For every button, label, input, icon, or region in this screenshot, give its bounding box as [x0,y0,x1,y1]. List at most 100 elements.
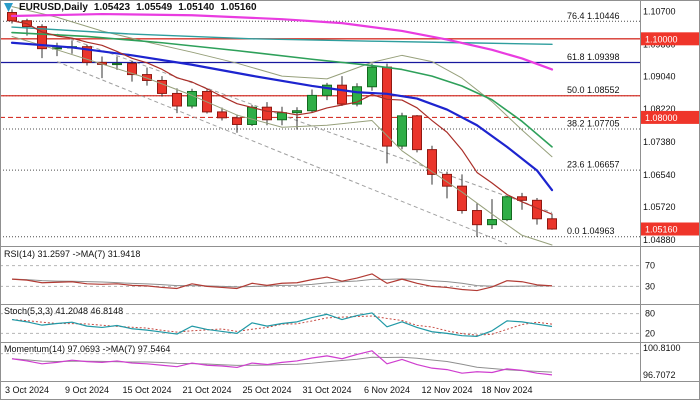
overlay-envelope-lower [11,35,553,246]
price-badge-bg [641,222,699,236]
candle [457,174,467,214]
rsi-ma-line [11,278,553,288]
overlay-ma-green [11,31,553,148]
candle-body [337,84,347,105]
price-badge-bg [641,110,699,124]
price-badge: 1.05160 [641,222,699,236]
date-label: 25 Oct 2024 [242,385,291,395]
candle [232,114,242,133]
candle [142,67,152,86]
candle [127,60,137,82]
candle-body [262,106,272,121]
price-badge-label: 1.05160 [645,224,678,234]
chart-icon [4,3,13,12]
candle-body [217,111,227,119]
date-label: 6 Nov 2024 [364,385,410,395]
candle [172,88,182,114]
price-badge-label: 1.08000 [645,113,678,123]
date-label: 3 Oct 2024 [5,385,49,395]
quote-open: 1.05423 [93,2,131,13]
rsi-label: RSI(14) 31.2597 ->MA(7) 31.9418 [4,249,141,259]
candle [307,89,317,113]
candle-body [307,94,317,112]
candle-body [427,149,437,175]
candle-body [472,210,482,226]
candle [187,88,197,109]
date-label: 21 Oct 2024 [182,385,231,395]
candle [412,115,422,153]
stoch-label: Stoch(5,3,3) 41.2048 46.8148 [4,306,124,316]
fib-label: 23.6 1.06657 [567,160,620,170]
candle [367,63,377,91]
candle-body [382,66,392,147]
price-badge-bg [641,32,699,46]
rsi-line [11,273,553,292]
candle-body [322,84,332,96]
candle-body [157,79,167,94]
candle [82,44,92,66]
overlay-ma-pink [10,12,554,71]
stoch-level-label: 20 [645,328,655,338]
quote-low: 1.05140 [178,2,215,13]
candle-body [487,219,497,226]
price-axis-label: 1.07380 [643,137,676,147]
candle [397,112,407,150]
candle-body [247,106,257,125]
symbol-timeframe: EURUSD,Daily [19,2,88,13]
price-badge-label: 1.10000 [645,34,678,44]
price-axis-label: 1.05720 [643,202,676,212]
candle-body [442,173,452,187]
stoch-main-line [11,312,553,337]
fib-label: 38.2 1.07705 [567,118,620,128]
quote-high: 1.05549 [136,2,173,13]
candle-body [232,117,242,125]
candle [202,89,212,114]
candle-body [37,26,47,50]
fib-label: 76.4 1.10446 [567,11,620,21]
price-axis-label: 1.04880 [643,235,676,245]
candle-body [292,110,302,114]
rsi-level-label: 70 [645,261,655,271]
candle-body [517,196,527,201]
candle [547,213,557,230]
momentum-axis-label: 96.7072 [643,370,676,380]
fib-label: 0.0 1.04963 [567,226,615,236]
stoch-level-label: 80 [645,309,655,319]
candle [502,195,512,222]
trendline [56,33,553,213]
date-label: 12 Nov 2024 [421,385,472,395]
candle-body [187,90,197,107]
candle-body [82,46,92,63]
date-label: 18 Nov 2024 [481,385,532,395]
price-badge: 1.08000 [641,110,699,124]
candle [112,56,122,70]
candle-body [502,196,512,221]
candle-body [112,63,122,66]
candle-body [547,218,557,230]
candle [292,107,302,130]
date-label: 31 Oct 2024 [302,385,351,395]
rsi-level-label: 30 [645,281,655,291]
price-axis-label: 1.10700 [643,6,676,16]
date-label: 15 Oct 2024 [122,385,171,395]
candle [262,102,272,126]
candle [442,171,452,199]
chart-header: EURUSD,Daily 1.05423 1.05549 1.05140 1.0… [4,2,257,13]
candle [37,24,47,59]
momentum-ma-line [11,356,553,373]
price-axis-label: 1.06540 [643,170,676,180]
date-label: 9 Oct 2024 [65,385,109,395]
momentum-line [11,350,553,376]
candle-body [127,63,137,76]
price-axis-label: 1.08220 [643,104,676,114]
ma-close-line [11,20,553,215]
momentum-label: Momentum(14) 97.0693 ->MA(7) 97.5464 [4,344,171,354]
price-badge: 1.10000 [641,32,699,46]
fib-label: 61.8 1.09398 [567,52,620,62]
candle-body [397,115,407,147]
candle-body [457,185,467,212]
candle-body [352,86,362,105]
candle [472,203,482,237]
